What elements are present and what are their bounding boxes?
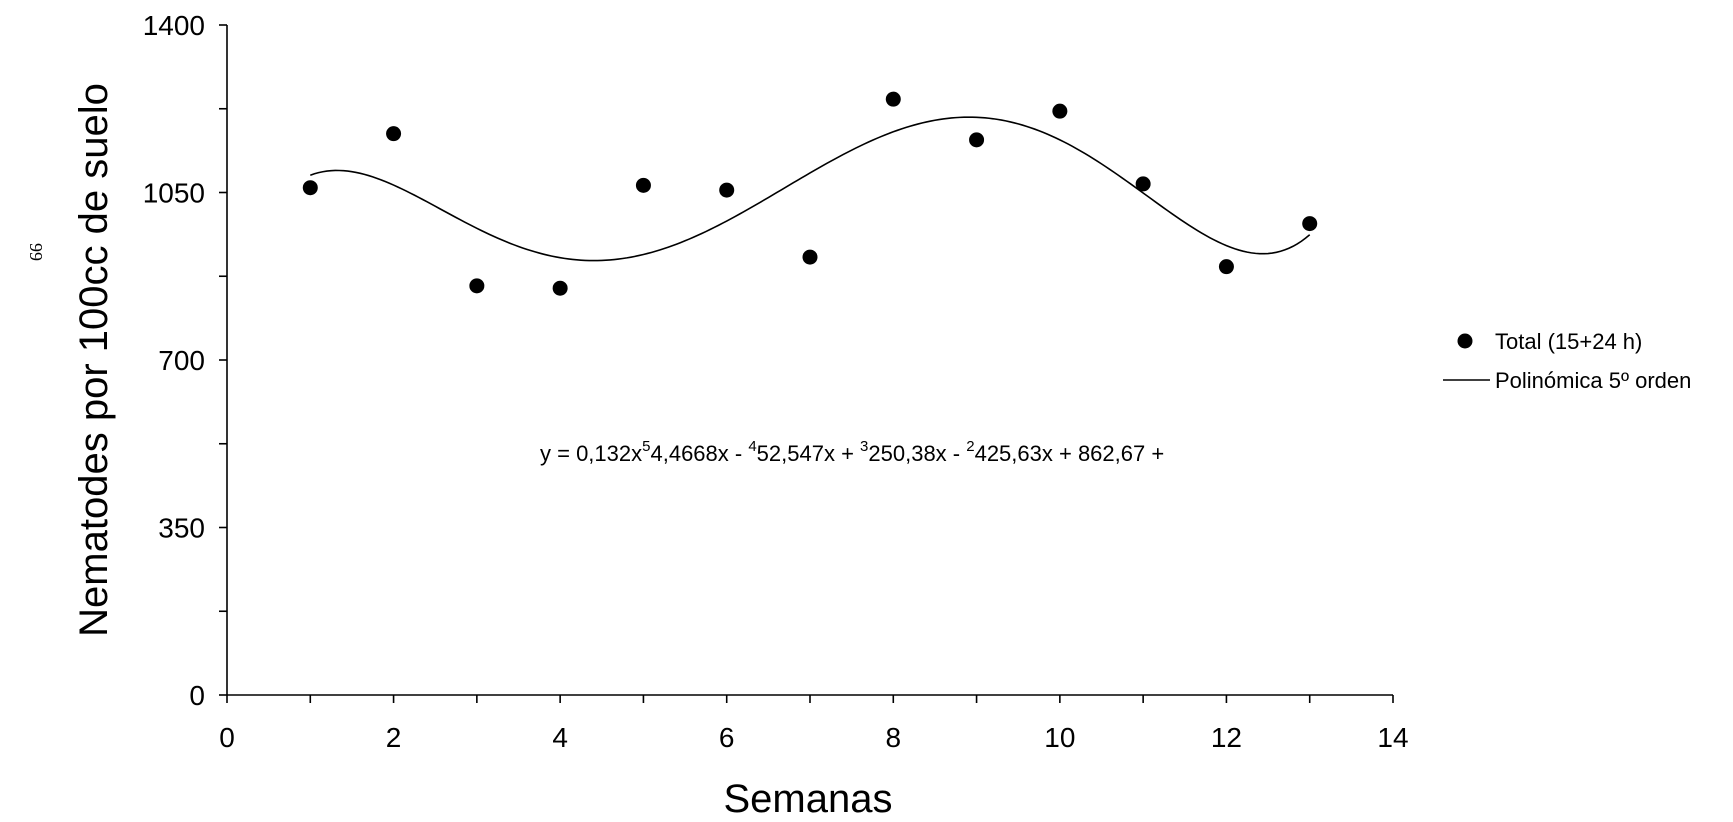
x-tick-label: 2 — [386, 722, 402, 753]
data-point — [969, 132, 985, 148]
data-point — [552, 280, 568, 296]
data-point — [635, 177, 651, 193]
x-tick-label: 10 — [1044, 722, 1075, 753]
data-point — [1135, 176, 1151, 192]
y-tick-label: 1050 — [143, 178, 205, 209]
eq-sup-2: 4 — [748, 438, 756, 455]
legend: Total (15+24 h) Polinómica 5º orden — [1443, 329, 1691, 393]
x-tick-label: 8 — [885, 722, 901, 753]
x-axis-label: Semanas — [724, 777, 893, 821]
trendline-equation: y = 0,132x54,4668x - 452,547x + 3250,38x… — [540, 438, 1164, 466]
data-point — [885, 91, 901, 107]
x-tick-label: 0 — [219, 722, 235, 753]
data-point — [1302, 216, 1318, 232]
y-tick-label: 350 — [158, 513, 205, 544]
data-points — [302, 91, 1318, 296]
data-point — [302, 180, 318, 196]
page-number: 99 — [26, 243, 46, 261]
data-point — [802, 249, 818, 265]
legend-label-total: Total (15+24 h) — [1495, 329, 1642, 354]
eq-sup-4: 2 — [966, 438, 974, 455]
data-point — [386, 126, 402, 142]
legend-label-poly: Polinómica 5º orden — [1495, 368, 1691, 393]
y-ticks: 0 350 700 1050 1400 — [143, 10, 227, 711]
eq-part-3: 52,547x + — [757, 441, 860, 466]
data-point — [1052, 103, 1068, 119]
y-axis-label: Nematodes por 100cc de suelo — [72, 83, 116, 637]
legend-marker-total — [1457, 333, 1473, 349]
axes — [226, 25, 1393, 696]
x-tick-label: 14 — [1377, 722, 1408, 753]
eq-part-2: 4,4668x - — [650, 441, 748, 466]
eq-part-5: 425,63x + 862,67 + — [975, 441, 1165, 466]
eq-part-4: 250,38x - — [868, 441, 966, 466]
y-tick-label: 0 — [189, 680, 205, 711]
data-point — [1218, 259, 1234, 275]
x-tick-label: 6 — [719, 722, 735, 753]
x-ticks: 0 2 4 6 8 10 12 14 — [219, 695, 1409, 753]
y-tick-label: 700 — [158, 345, 205, 376]
polynomial-trendline — [310, 116, 1311, 262]
y-tick-label: 1400 — [143, 10, 205, 41]
eq-sup-3: 3 — [860, 438, 868, 455]
data-point — [719, 182, 735, 198]
eq-part-1: y = 0,132x — [540, 441, 642, 466]
x-tick-label: 12 — [1211, 722, 1242, 753]
data-point — [469, 278, 485, 294]
eq-sup-1: 5 — [642, 438, 650, 455]
x-tick-label: 4 — [552, 722, 568, 753]
